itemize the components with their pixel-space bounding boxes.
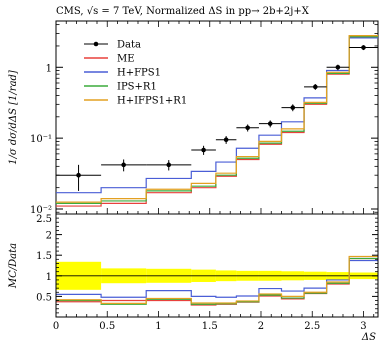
data-point [335,64,341,70]
main-y-axis-label: 1/σ dσ/dΔS [1/rad] [8,70,19,165]
x-tick-label: 0.5 [99,321,115,332]
data-point [76,172,81,178]
data-point [267,121,273,126]
data-point [290,105,296,110]
series-line-h-fps1 [56,37,378,194]
x-tick-label: 3 [360,321,366,332]
x-axis-label: ΔS [361,332,376,343]
ratio-y-tick-label: 2 [46,231,52,242]
ratio-line-h-ifps1-r1 [56,255,378,304]
legend-label: H+IFPS1+R1 [117,96,187,107]
data-point [361,45,366,50]
main-y-tick-label: 10⁻² [30,205,52,216]
legend-label: Data [117,40,141,51]
ratio-panel: 0.5 1 1.5 2 2.5 0 0.5 1 1.5 2 2.5 3 [36,213,379,332]
ratio-y-tick-label: 0.5 [36,292,52,303]
x-tick-label: 2 [258,321,264,332]
x-tick-label: 2.5 [304,321,320,332]
legend-data-marker [93,41,99,47]
ratio-y-tick-label: 2.5 [36,214,52,225]
data-point [201,147,206,153]
x-tick-label: 1.5 [202,321,218,332]
ratio-y-tick-label: 1.5 [36,251,52,262]
data-point [223,137,229,143]
legend-entry-h-ifps1-r1: H+IFPS1+R1 [84,96,187,107]
data-point [166,162,172,168]
ratio-y-axis-label: MC/Data [8,243,19,289]
ratio-panel-frame [55,213,379,318]
x-tick-label: 0 [53,321,59,332]
main-panel: 10⁻² 10⁻¹ 1 Data ME H+FPS1 IPS+R1 H+IFPS1+R1 [30,20,379,216]
series-line-me [56,36,378,207]
legend-label: IPS+R1 [117,82,157,93]
series-line-ips-r1 [56,36,378,204]
main-y-tick-label: 10⁻¹ [30,134,52,145]
data-point [313,84,318,90]
data-point [245,125,250,131]
legend-label: ME [117,54,135,65]
legend-label: H+FPS1 [117,68,161,79]
legend-entry-data: Data [84,40,141,51]
main-y-tick-label: 1 [46,63,52,74]
legend-entry-h-fps1: H+FPS1 [84,68,161,79]
chart-title: CMS, √s = 7 TeV, Normalized ΔS in pp→ 2b… [56,6,310,17]
legend-entry-me: ME [84,54,135,65]
x-tick-label: 1 [155,321,161,332]
data-point [121,162,126,168]
series-line-h-ifps1-r1 [56,35,378,203]
ratio-y-tick-label: 1 [46,272,52,283]
legend: Data ME H+FPS1 IPS+R1 H+IFPS1+R1 [84,40,187,107]
legend-entry-ips-r1: IPS+R1 [84,82,157,93]
main-panel-frame [55,20,379,215]
